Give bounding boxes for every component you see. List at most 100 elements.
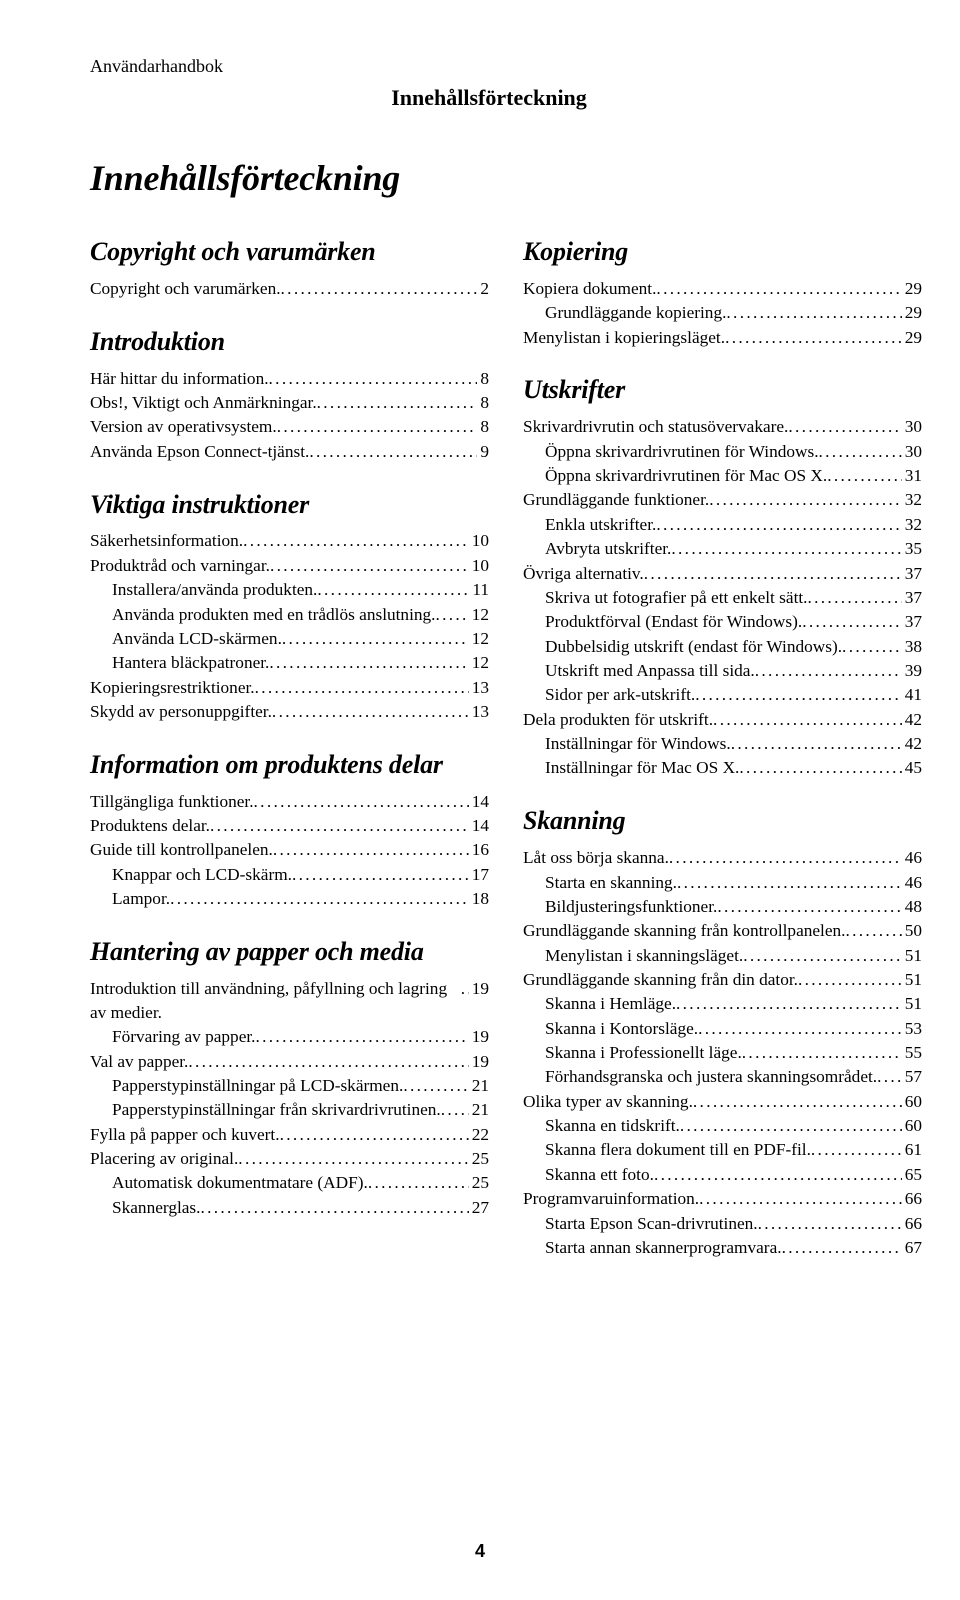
toc-entry[interactable]: Skanna i Professionellt läge. 55: [523, 1041, 922, 1065]
toc-entry-label: Menylistan i skanningsläget.: [545, 944, 743, 968]
toc-entry[interactable]: Dela produkten för utskrift. 42: [523, 708, 922, 732]
toc-entry[interactable]: Hantera bläckpatroner. 12: [90, 651, 489, 675]
toc-leader-dots: [461, 977, 469, 1001]
toc-entry[interactable]: Guide till kontrollpanelen. 16: [90, 838, 489, 862]
toc-entry-page: 13: [469, 676, 489, 700]
toc-entry[interactable]: Säkerhetsinformation. 10: [90, 529, 489, 553]
toc-section-heading: Viktiga instruktioner: [90, 490, 489, 520]
toc-entry[interactable]: Låt oss börja skanna. 46: [523, 846, 922, 870]
toc-entry[interactable]: Förhandsgranska och justera skanningsomr…: [523, 1065, 922, 1089]
toc-entry-label: Övriga alternativ.: [523, 562, 644, 586]
toc-entry[interactable]: Skrivardrivrutin och statusövervakare. 3…: [523, 415, 922, 439]
toc-entry-label: Obs!, Viktigt och Anmärkningar.: [90, 391, 317, 415]
toc-entry-page: 61: [902, 1138, 922, 1162]
toc-section-heading: Copyright och varumärken: [90, 237, 489, 267]
toc-entry[interactable]: Öppna skrivardrivrutinen för Mac OS X. 3…: [523, 464, 922, 488]
toc-entry[interactable]: Programvaruinformation. 66: [523, 1187, 922, 1211]
toc-entry[interactable]: Skanna en tidskrift. 60: [523, 1114, 922, 1138]
toc-leader-dots: [281, 277, 478, 301]
toc-entry[interactable]: Kopiera dokument. 29: [523, 277, 922, 301]
toc-entry[interactable]: Kopieringsrestriktioner. 13: [90, 676, 489, 700]
toc-entry-label: Skanna i Hemläge.: [545, 992, 676, 1016]
toc-entry[interactable]: Använda LCD-skärmen. 12: [90, 627, 489, 651]
toc-entry[interactable]: Öppna skrivardrivrutinen för Windows. 30: [523, 440, 922, 464]
toc-entry[interactable]: Knappar och LCD-skärm. 17: [90, 863, 489, 887]
toc-entry[interactable]: Grundläggande funktioner. 32: [523, 488, 922, 512]
toc-entry[interactable]: Grundläggande skanning från din dator. 5…: [523, 968, 922, 992]
toc-entry-label: Guide till kontrollpanelen.: [90, 838, 273, 862]
toc-entry[interactable]: Skanna i Kontorsläge. 53: [523, 1017, 922, 1041]
toc-entry-label: Hantera bläckpatroner.: [112, 651, 269, 675]
toc-entry-page: 25: [469, 1171, 489, 1195]
toc-entry-page: 45: [902, 756, 922, 780]
toc-entry-label: Bildjusteringsfunktioner.: [545, 895, 717, 919]
toc-entry[interactable]: Skriva ut fotografier på ett enkelt sätt…: [523, 586, 922, 610]
toc-entry-label: Papperstypinställningar på LCD-skärmen.: [112, 1074, 403, 1098]
toc-entry[interactable]: Här hittar du information. 8: [90, 367, 489, 391]
toc-entry-label: Skanna i Kontorsläge.: [545, 1017, 698, 1041]
toc-entry[interactable]: Menylistan i kopieringsläget. 29: [523, 326, 922, 350]
toc-entry[interactable]: Val av papper. 19: [90, 1050, 489, 1074]
toc-entry-label: Grundläggande kopiering.: [545, 301, 726, 325]
toc-entry[interactable]: Bildjusteringsfunktioner. 48: [523, 895, 922, 919]
toc-entry[interactable]: Papperstypinställningar från skrivardriv…: [90, 1098, 489, 1122]
toc-entry[interactable]: Starta en skanning. 46: [523, 871, 922, 895]
toc-entry[interactable]: Starta annan skannerprogramvara. 67: [523, 1236, 922, 1260]
toc-entry[interactable]: Installera/använda produkten. 11: [90, 578, 489, 602]
toc-entry[interactable]: Version av operativsystem. 8: [90, 415, 489, 439]
toc-entry[interactable]: Dubbelsidig utskrift (endast för Windows…: [523, 635, 922, 659]
toc-entry[interactable]: Introduktion till användning, påfyllning…: [90, 977, 489, 1025]
toc-entry[interactable]: Grundläggande skanning från kontrollpane…: [523, 919, 922, 943]
toc-leader-dots: [699, 1187, 902, 1211]
toc-entry[interactable]: Avbryta utskrifter. 35: [523, 537, 922, 561]
toc-entry[interactable]: Tillgängliga funktioner. 14: [90, 790, 489, 814]
toc-entry[interactable]: Enkla utskrifter. 32: [523, 513, 922, 537]
toc-entry-label: Introduktion till användning, påfyllning…: [90, 977, 461, 1025]
toc-entry[interactable]: Copyright och varumärken. 2: [90, 277, 489, 301]
toc-entry-page: 29: [902, 326, 922, 350]
toc-entry[interactable]: Skydd av personuppgifter. 13: [90, 700, 489, 724]
toc-entry-page: 10: [469, 554, 489, 578]
toc-leader-dots: [798, 968, 902, 992]
toc-entry[interactable]: Placering av original. 25: [90, 1147, 489, 1171]
toc-leader-dots: [654, 1163, 902, 1187]
toc-entry-label: Tillgängliga funktioner.: [90, 790, 254, 814]
toc-entry[interactable]: Inställningar för Mac OS X. 45: [523, 756, 922, 780]
toc-entry-page: 31: [902, 464, 922, 488]
toc-entry[interactable]: Automatisk dokumentmatare (ADF). 25: [90, 1171, 489, 1195]
toc-leader-dots: [676, 992, 902, 1016]
toc-entry[interactable]: Menylistan i skanningsläget. 51: [523, 944, 922, 968]
toc-entry[interactable]: Inställningar för Windows. 42: [523, 732, 922, 756]
toc-entry-label: Starta Epson Scan-drivrutinen.: [545, 1212, 758, 1236]
toc-entry[interactable]: Använda Epson Connect-tjänst. 9: [90, 440, 489, 464]
toc-entry[interactable]: Övriga alternativ. 37: [523, 562, 922, 586]
toc-entry[interactable]: Sidor per ark-utskrift. 41: [523, 683, 922, 707]
toc-entry[interactable]: Lampor. 18: [90, 887, 489, 911]
toc-entry[interactable]: Obs!, Viktigt och Anmärkningar. 8: [90, 391, 489, 415]
toc-entry[interactable]: Olika typer av skanning. 60: [523, 1090, 922, 1114]
toc-entry[interactable]: Skanna flera dokument till en PDF-fil. 6…: [523, 1138, 922, 1162]
toc-entry[interactable]: Produktförval (Endast för Windows). 37: [523, 610, 922, 634]
toc-entry[interactable]: Skanna ett foto. 65: [523, 1163, 922, 1187]
toc-entry[interactable]: Skanna i Hemläge. 51: [523, 992, 922, 1016]
toc-entry[interactable]: Produktråd och varningar. 10: [90, 554, 489, 578]
toc-entry-page: 60: [902, 1090, 922, 1114]
toc-entry[interactable]: Förvaring av papper. 19: [90, 1025, 489, 1049]
toc-entry[interactable]: Starta Epson Scan-drivrutinen. 66: [523, 1212, 922, 1236]
toc-leader-dots: [782, 1236, 902, 1260]
toc-leader-dots: [210, 814, 469, 838]
toc-entry[interactable]: Använda produkten med en trådlös anslutn…: [90, 603, 489, 627]
toc-entry-label: Version av operativsystem.: [90, 415, 277, 439]
toc-entry[interactable]: Utskrift med Anpassa till sida. 39: [523, 659, 922, 683]
toc-entry[interactable]: Fylla på papper och kuvert. 22: [90, 1123, 489, 1147]
toc-entry-page: 37: [902, 610, 922, 634]
toc-entry-page: 2: [477, 277, 489, 301]
toc-entry[interactable]: Papperstypinställningar på LCD-skärmen. …: [90, 1074, 489, 1098]
toc-entry-page: 25: [469, 1147, 489, 1171]
toc-entry-page: 12: [469, 651, 489, 675]
toc-entry[interactable]: Skannerglas. 27: [90, 1196, 489, 1220]
toc-entry-label: Starta annan skannerprogramvara.: [545, 1236, 782, 1260]
toc-entry-page: 66: [902, 1212, 922, 1236]
toc-entry[interactable]: Grundläggande kopiering. 29: [523, 301, 922, 325]
toc-entry[interactable]: Produktens delar. 14: [90, 814, 489, 838]
